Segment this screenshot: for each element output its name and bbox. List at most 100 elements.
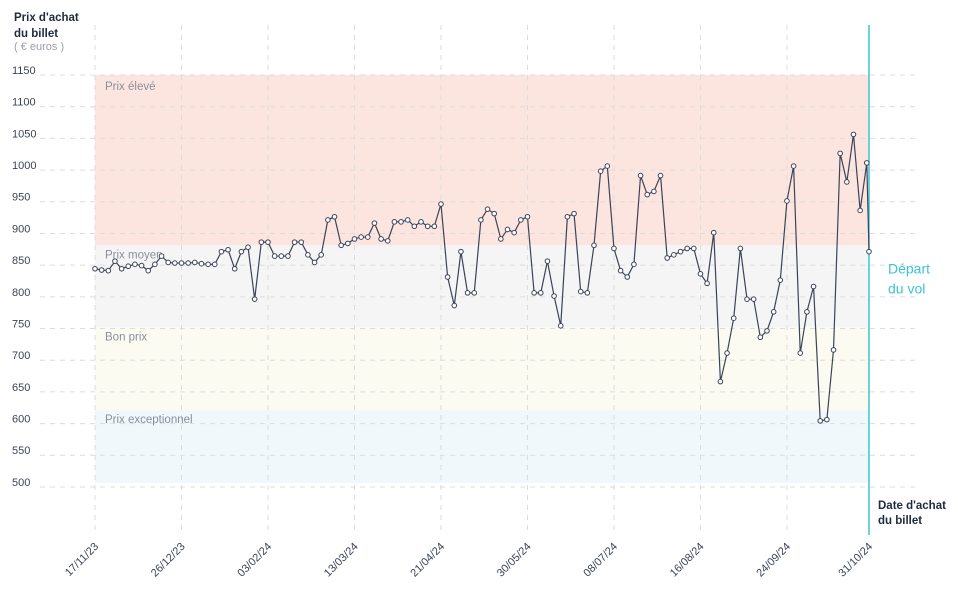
y-tick-label: 600 — [12, 414, 30, 426]
y-tick-label: 700 — [12, 350, 30, 362]
x-tick-label: 31/10/24 — [836, 541, 875, 580]
point — [524, 213, 531, 220]
point — [98, 267, 105, 273]
point — [411, 223, 418, 230]
point — [318, 252, 325, 258]
zones — [95, 75, 869, 483]
point — [225, 246, 231, 253]
point — [591, 242, 597, 249]
point — [391, 219, 398, 225]
point — [92, 265, 98, 272]
point — [844, 179, 850, 185]
departure-label: du vol — [888, 281, 925, 297]
zone — [95, 410, 869, 483]
point — [231, 265, 238, 272]
point — [571, 210, 577, 217]
point — [458, 248, 464, 255]
zone-label: Prix moyen — [105, 249, 163, 261]
point — [358, 234, 364, 240]
zone — [95, 327, 869, 411]
point — [384, 238, 391, 244]
y-axis-unit: ( € euros ) — [14, 41, 64, 53]
point — [198, 260, 205, 267]
point — [431, 223, 438, 230]
x-tick-label: 03/02/24 — [235, 541, 274, 580]
y-axis-title: du billet — [14, 28, 58, 40]
y-axis-title: Prix d'achat — [14, 12, 79, 24]
y-tick-label: 800 — [12, 287, 30, 299]
point — [138, 262, 145, 269]
point — [478, 217, 484, 223]
point — [850, 131, 857, 138]
point — [338, 242, 344, 249]
point — [857, 207, 863, 214]
point — [744, 296, 750, 302]
point — [125, 263, 132, 270]
point — [724, 350, 730, 356]
point — [398, 219, 404, 225]
point — [671, 252, 677, 258]
point — [664, 255, 670, 261]
point — [331, 213, 338, 220]
point — [351, 236, 358, 242]
point — [697, 271, 704, 277]
x-axis-title: Date d'achat — [878, 500, 946, 512]
point — [444, 274, 451, 280]
point — [218, 248, 225, 255]
point — [837, 150, 843, 157]
zone — [95, 75, 869, 246]
point — [158, 253, 165, 259]
x-tick-label: 21/04/24 — [408, 541, 447, 580]
point — [491, 210, 497, 217]
point — [165, 259, 171, 266]
point — [278, 253, 285, 259]
point — [790, 163, 797, 169]
y-tick-label: 650 — [12, 382, 30, 394]
point — [172, 260, 178, 266]
point — [132, 261, 138, 268]
point — [830, 347, 837, 353]
point — [604, 163, 611, 169]
departure-label: Départ — [888, 261, 930, 277]
point — [105, 267, 112, 274]
point — [185, 260, 191, 266]
line — [94, 134, 870, 422]
point — [152, 261, 158, 268]
point — [325, 217, 331, 223]
point — [378, 236, 384, 242]
point — [777, 277, 784, 283]
point — [258, 239, 265, 245]
point — [471, 290, 478, 296]
point — [511, 229, 517, 236]
point — [531, 290, 537, 296]
point — [564, 213, 571, 220]
point — [657, 172, 664, 179]
point — [597, 168, 604, 174]
point — [717, 378, 724, 385]
x-tick-label: 13/03/24 — [322, 541, 361, 580]
point — [631, 261, 637, 268]
point — [251, 296, 258, 302]
point — [804, 309, 810, 315]
point — [364, 234, 371, 240]
point — [265, 239, 271, 245]
point — [191, 259, 198, 266]
point — [145, 267, 152, 274]
zone-label: Bon prix — [105, 332, 147, 344]
point — [178, 260, 185, 266]
point — [584, 290, 591, 296]
point — [557, 323, 564, 329]
x-tick-label: 26/12/23 — [149, 541, 188, 580]
x-axis-title: du billet — [878, 515, 922, 527]
point — [305, 252, 311, 258]
point — [863, 160, 870, 166]
y-tick-label: 1150 — [12, 65, 36, 77]
point — [345, 240, 351, 247]
point — [817, 418, 824, 424]
point — [551, 293, 557, 299]
point — [464, 290, 471, 296]
point — [245, 244, 251, 251]
x-tick-label: 16/08/24 — [668, 541, 707, 580]
point — [298, 239, 305, 245]
